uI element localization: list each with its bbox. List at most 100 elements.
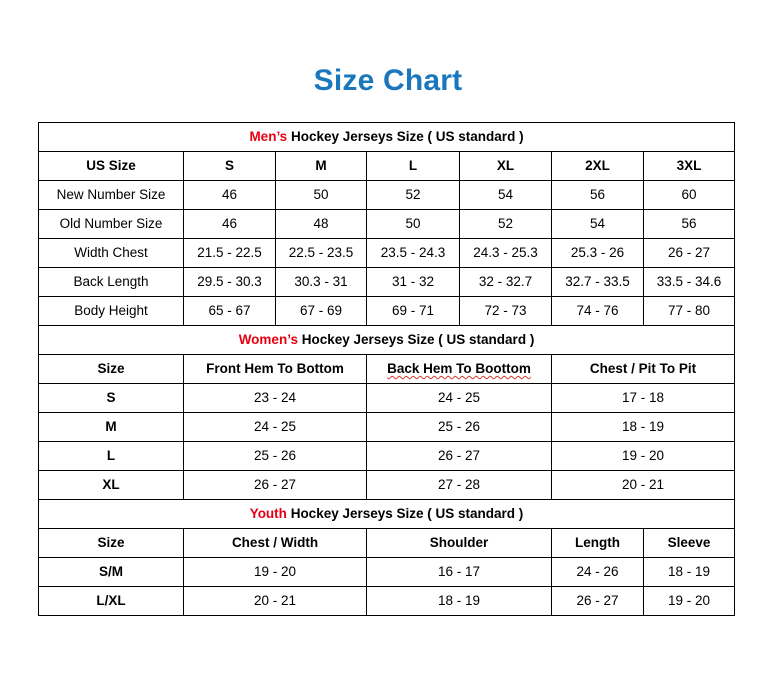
mens-section-heading: Men’s Hockey Jerseys Size ( US standard … [38, 122, 735, 152]
youth-cell-1-0: 20 - 21 [183, 586, 367, 616]
mens-cell-0-1: 50 [275, 180, 367, 210]
table-row: L/XL 20 - 21 18 - 19 26 - 27 19 - 20 [38, 586, 735, 616]
womens-col-header-1: Front Hem To Bottom [183, 354, 367, 384]
youth-cell-0-3: 18 - 19 [643, 557, 735, 587]
youth-row-label-1: L/XL [38, 586, 184, 616]
size-chart-table-wrapper: Men’s Hockey Jerseys Size ( US standard … [38, 122, 735, 616]
mens-cell-1-1: 48 [275, 209, 367, 239]
mens-cell-2-1: 22.5 - 23.5 [275, 238, 367, 268]
mens-cell-0-5: 60 [643, 180, 735, 210]
mens-cell-2-3: 24.3 - 25.3 [459, 238, 552, 268]
womens-cell-0-2: 17 - 18 [551, 383, 735, 413]
youth-col-header-4: Sleeve [643, 528, 735, 558]
mens-col-header-5: 2XL [551, 151, 644, 181]
youth-heading-accent: Youth [249, 505, 287, 521]
youth-row-label-0: S/M [38, 557, 184, 587]
mens-cell-4-4: 74 - 76 [551, 296, 644, 326]
mens-col-header-3: L [366, 151, 460, 181]
youth-col-header-3: Length [551, 528, 644, 558]
womens-section-header-row: Women’s Hockey Jerseys Size ( US standar… [38, 325, 735, 355]
mens-col-header-4: XL [459, 151, 552, 181]
womens-row-label-0: S [38, 383, 184, 413]
youth-cell-0-0: 19 - 20 [183, 557, 367, 587]
mens-cell-0-2: 52 [366, 180, 460, 210]
table-row: Old Number Size 46 48 50 52 54 56 [38, 209, 735, 239]
youth-cell-1-1: 18 - 19 [366, 586, 552, 616]
womens-cell-1-1: 25 - 26 [366, 412, 552, 442]
womens-cell-3-2: 20 - 21 [551, 470, 735, 500]
mens-col-header-6: 3XL [643, 151, 735, 181]
mens-cell-0-3: 54 [459, 180, 552, 210]
mens-cell-2-5: 26 - 27 [643, 238, 735, 268]
womens-cell-2-2: 19 - 20 [551, 441, 735, 471]
youth-column-header-row: Size Chest / Width Shoulder Length Sleev… [38, 528, 735, 558]
womens-row-label-2: L [38, 441, 184, 471]
womens-cell-2-0: 25 - 26 [183, 441, 367, 471]
womens-row-label-1: M [38, 412, 184, 442]
womens-heading-rest: Hockey Jerseys Size ( US standard ) [297, 331, 535, 347]
table-row: Width Chest 21.5 - 22.5 22.5 - 23.5 23.5… [38, 238, 735, 268]
mens-cell-4-1: 67 - 69 [275, 296, 367, 326]
table-row: Body Height 65 - 67 67 - 69 69 - 71 72 -… [38, 296, 735, 326]
mens-row-label-4: Body Height [38, 296, 184, 326]
womens-cell-2-1: 26 - 27 [366, 441, 552, 471]
womens-cell-3-0: 26 - 27 [183, 470, 367, 500]
size-chart-table: Men’s Hockey Jerseys Size ( US standard … [38, 122, 735, 616]
mens-cell-4-2: 69 - 71 [366, 296, 460, 326]
womens-heading-accent: Women’s [238, 331, 298, 347]
mens-cell-2-2: 23.5 - 24.3 [366, 238, 460, 268]
mens-column-header-row: US Size S M L XL 2XL 3XL [38, 151, 735, 181]
mens-row-label-3: Back Length [38, 267, 184, 297]
mens-col-header-2: M [275, 151, 367, 181]
womens-cell-1-0: 24 - 25 [183, 412, 367, 442]
youth-col-header-0: Size [38, 528, 184, 558]
mens-cell-0-0: 46 [183, 180, 276, 210]
table-row: S 23 - 24 24 - 25 17 - 18 [38, 383, 735, 413]
mens-cell-1-0: 46 [183, 209, 276, 239]
mens-cell-4-0: 65 - 67 [183, 296, 276, 326]
youth-section-header-row: Youth Hockey Jerseys Size ( US standard … [38, 499, 735, 529]
womens-cell-3-1: 27 - 28 [366, 470, 552, 500]
womens-row-label-3: XL [38, 470, 184, 500]
mens-heading-accent: Men’s [249, 128, 288, 144]
youth-section-heading: Youth Hockey Jerseys Size ( US standard … [38, 499, 735, 529]
mens-section-header-row: Men’s Hockey Jerseys Size ( US standard … [38, 122, 735, 152]
mens-cell-3-3: 32 - 32.7 [459, 267, 552, 297]
mens-heading-rest: Hockey Jerseys Size ( US standard ) [287, 128, 524, 144]
womens-cell-0-0: 23 - 24 [183, 383, 367, 413]
mens-row-label-1: Old Number Size [38, 209, 184, 239]
mens-row-label-2: Width Chest [38, 238, 184, 268]
mens-cell-0-4: 56 [551, 180, 644, 210]
mens-col-header-0: US Size [38, 151, 184, 181]
mens-cell-3-0: 29.5 - 30.3 [183, 267, 276, 297]
womens-col-header-2: Back Hem To Boottom [366, 354, 552, 384]
table-row: New Number Size 46 50 52 54 56 60 [38, 180, 735, 210]
mens-row-label-0: New Number Size [38, 180, 184, 210]
womens-column-header-row: Size Front Hem To Bottom Back Hem To Boo… [38, 354, 735, 384]
mens-col-header-1: S [183, 151, 276, 181]
table-row: XL 26 - 27 27 - 28 20 - 21 [38, 470, 735, 500]
mens-cell-3-5: 33.5 - 34.6 [643, 267, 735, 297]
mens-cell-2-0: 21.5 - 22.5 [183, 238, 276, 268]
youth-cell-1-3: 19 - 20 [643, 586, 735, 616]
youth-heading-rest: Hockey Jerseys Size ( US standard ) [286, 505, 524, 521]
youth-cell-0-1: 16 - 17 [366, 557, 552, 587]
womens-cell-1-2: 18 - 19 [551, 412, 735, 442]
mens-cell-4-3: 72 - 73 [459, 296, 552, 326]
youth-cell-0-2: 24 - 26 [551, 557, 644, 587]
womens-section-heading: Women’s Hockey Jerseys Size ( US standar… [38, 325, 735, 355]
womens-col-header-0: Size [38, 354, 184, 384]
mens-cell-3-1: 30.3 - 31 [275, 267, 367, 297]
mens-cell-2-4: 25.3 - 26 [551, 238, 644, 268]
mens-cell-1-5: 56 [643, 209, 735, 239]
table-row: Back Length 29.5 - 30.3 30.3 - 31 31 - 3… [38, 267, 735, 297]
youth-col-header-2: Shoulder [366, 528, 552, 558]
table-row: M 24 - 25 25 - 26 18 - 19 [38, 412, 735, 442]
table-row: S/M 19 - 20 16 - 17 24 - 26 18 - 19 [38, 557, 735, 587]
table-row: L 25 - 26 26 - 27 19 - 20 [38, 441, 735, 471]
mens-cell-4-5: 77 - 80 [643, 296, 735, 326]
mens-cell-1-2: 50 [366, 209, 460, 239]
mens-cell-3-2: 31 - 32 [366, 267, 460, 297]
youth-col-header-1: Chest / Width [183, 528, 367, 558]
